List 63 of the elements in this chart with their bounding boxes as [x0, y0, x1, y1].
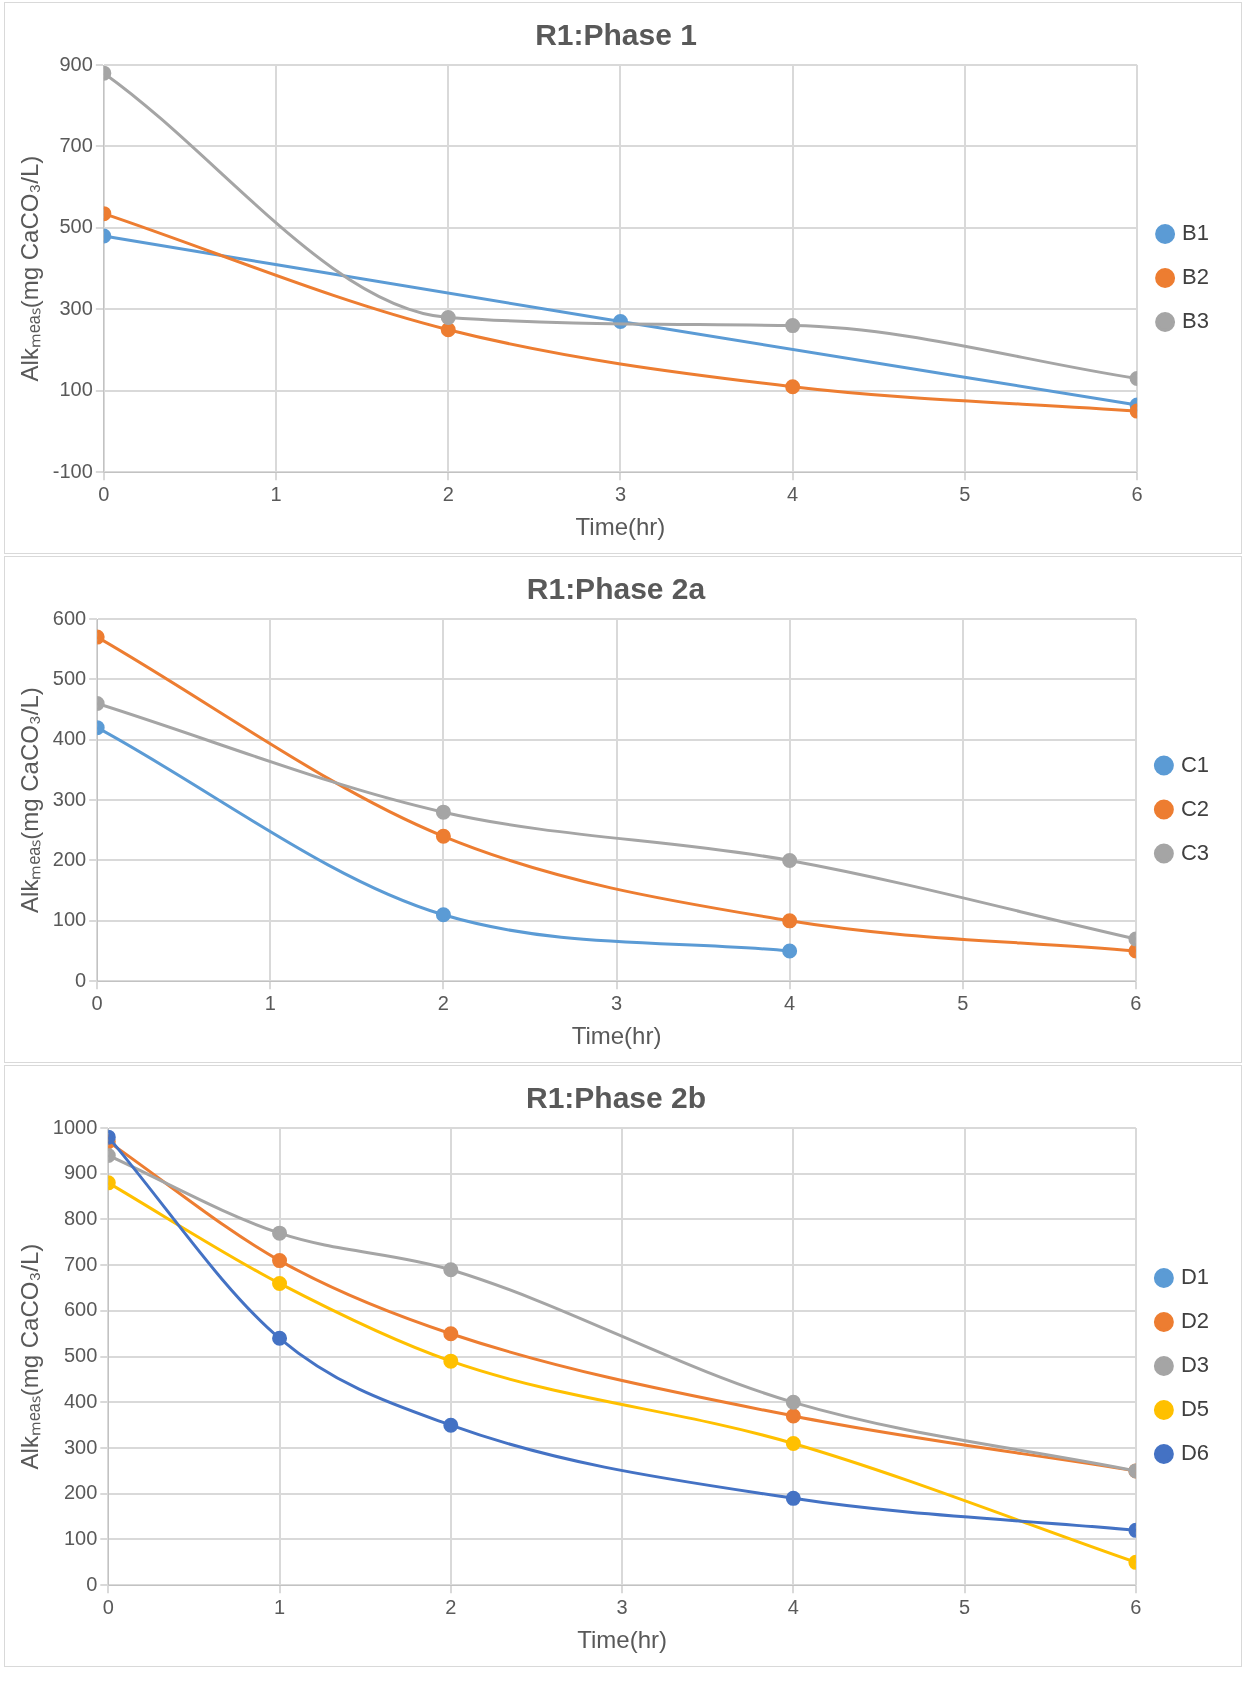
x-axis-title: Time(hr) [571, 1022, 662, 1050]
chart-title: R1:Phase 2b [525, 1081, 707, 1115]
y-tick-label: 400 [63, 1389, 98, 1412]
x-tick-label: 3 [616, 1595, 628, 1618]
x-axis-title: Time(hr) [575, 513, 666, 541]
x-tick-label: 2 [442, 482, 454, 505]
x-tick-label: 5 [959, 482, 971, 505]
y-tick-label: -100 [52, 459, 93, 482]
x-tick-label: 6 [1130, 991, 1142, 1014]
x-tick-label: 2 [437, 991, 449, 1014]
x-tick-label: 5 [957, 991, 969, 1014]
legend-label: C2 [1180, 795, 1209, 821]
x-tick-label: 5 [959, 1595, 971, 1618]
y-tick-label: 200 [63, 1481, 98, 1504]
x-tick-label: 1 [273, 1595, 286, 1618]
y-tick-label: 0 [86, 1572, 98, 1595]
legend-label: C1 [1180, 751, 1209, 777]
x-tick-label: 2 [445, 1595, 457, 1618]
legend-label: D2 [1180, 1308, 1209, 1334]
x-tick-label: 1 [270, 482, 282, 505]
y-tick-label: 600 [52, 606, 87, 629]
y-tick-label: 500 [52, 666, 87, 689]
y-tick-label: 700 [63, 1252, 98, 1275]
y-tick-label: 300 [52, 787, 87, 810]
legend-label: D1 [1180, 1264, 1209, 1290]
legend-label: B1 [1182, 220, 1210, 246]
y-tick-label: 100 [59, 378, 93, 401]
y-axis-title: Alkₘₑₐₛ(mg CaCO₃/L) [16, 1243, 44, 1470]
y-tick-label: 100 [52, 908, 87, 931]
y-tick-label: 800 [63, 1206, 98, 1229]
x-tick-label: 1 [264, 991, 276, 1014]
y-tick-label: 400 [52, 727, 87, 750]
y-tick-label: 0 [75, 968, 87, 991]
y-tick-label: 700 [59, 133, 93, 156]
chart-title: R1:Phase 2a [526, 572, 706, 606]
x-tick-label: 6 [1131, 482, 1143, 505]
y-tick-label: 500 [59, 215, 93, 238]
legend-label: B2 [1182, 264, 1210, 290]
y-tick-label: 200 [52, 847, 87, 870]
legend-label: D5 [1180, 1396, 1209, 1422]
x-axis-title: Time(hr) [577, 1626, 667, 1654]
x-tick-label: 4 [784, 991, 796, 1014]
legend-label: D6 [1180, 1440, 1209, 1466]
x-tick-label: 4 [787, 1595, 799, 1618]
x-tick-label: 0 [102, 1595, 114, 1618]
chart-title: R1:Phase 1 [535, 18, 697, 52]
y-tick-label: 900 [63, 1161, 98, 1184]
legend-label: D3 [1180, 1352, 1209, 1378]
y-tick-label: 500 [63, 1344, 98, 1367]
y-tick-label: 300 [63, 1435, 98, 1458]
y-tick-label: 600 [63, 1298, 98, 1321]
y-tick-label: 300 [59, 296, 93, 319]
x-tick-label: 3 [610, 991, 623, 1014]
y-tick-label: 900 [59, 52, 93, 75]
y-axis-title: Alkₘₑₐₛ(mg CaCO₃/L) [16, 687, 44, 913]
legend-label: B3 [1182, 308, 1210, 334]
y-tick-label: 100 [63, 1527, 98, 1549]
x-tick-label: 6 [1130, 1595, 1142, 1618]
x-tick-label: 4 [787, 482, 799, 505]
y-axis-title: Alkₘₑₐₛ(mg CaCO₃/L) [16, 155, 44, 382]
legend-label: C3 [1180, 839, 1209, 865]
y-tick-label: 1000 [52, 1115, 98, 1138]
x-tick-label: 3 [614, 482, 627, 505]
